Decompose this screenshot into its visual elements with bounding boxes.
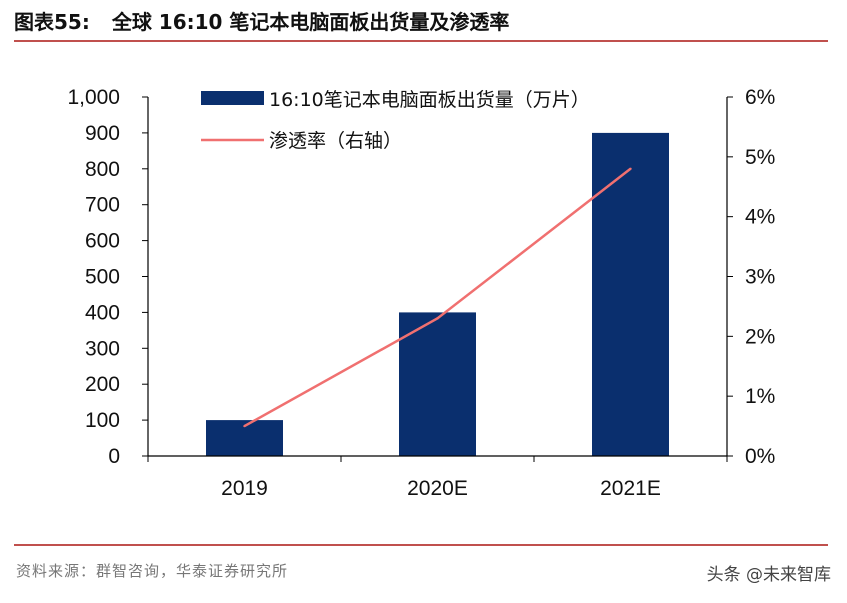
left-axis-tick-label: 400 (85, 301, 120, 324)
left-axis-tick-label: 900 (85, 122, 120, 145)
left-axis-tick-label: 300 (85, 337, 120, 360)
penetration-rate-point (436, 317, 439, 320)
left-axis-tick-label: 800 (85, 158, 120, 181)
left-axis-tick-label: 700 (85, 194, 120, 217)
left-axis-tick-label: 100 (85, 409, 120, 432)
top-divider (14, 40, 828, 42)
legend-bar-label: 16:10笔记本电脑面板出货量（万片） (269, 89, 590, 111)
right-axis-tick-label: 0% (745, 445, 775, 468)
right-axis-tick-label: 1% (745, 385, 775, 408)
figure-title: 全球 16:10 笔记本电脑面板出货量及渗透率 (111, 10, 510, 34)
right-axis-tick-label: 5% (745, 146, 775, 169)
right-axis-tick-label: 6% (745, 86, 775, 109)
right-axis-tick-label: 3% (745, 266, 775, 289)
legend-line-label: 渗透率（右轴） (269, 130, 402, 152)
figure-label: 图表55: (14, 10, 90, 34)
source-note: 资料来源：群智咨询，华泰证券研究所 (16, 562, 289, 580)
bottom-divider (14, 544, 828, 546)
watermark: 头条 @未来智库 (706, 565, 831, 585)
x-axis-tick-label: 2019 (221, 477, 268, 500)
left-axis-tick-label: 0 (108, 445, 120, 468)
x-axis-tick-label: 2021E (600, 477, 661, 500)
penetration-rate-point (243, 424, 246, 428)
left-axis-tick-label: 500 (85, 266, 120, 289)
right-axis-tick-label: 2% (745, 325, 775, 348)
left-axis-tick-label: 1,000 (67, 86, 120, 109)
right-axis-tick-label: 4% (745, 206, 775, 229)
penetration-rate-point (629, 167, 632, 170)
legend-bar-swatch (201, 91, 264, 105)
bar-2020e (399, 312, 476, 456)
bar-2021e (592, 132, 669, 456)
left-axis-tick-label: 600 (85, 230, 120, 253)
chart-area: 0 100 200 300 400 500 600 700 800 900 1,000 0% 1% 2% 3… (67, 86, 775, 500)
chart-title: 图表55: 全球 16:10 笔记本电脑面板出货量及渗透率 (14, 6, 509, 35)
left-axis-tick-label: 200 (85, 373, 120, 396)
x-axis-tick-label: 2020E (407, 477, 468, 500)
